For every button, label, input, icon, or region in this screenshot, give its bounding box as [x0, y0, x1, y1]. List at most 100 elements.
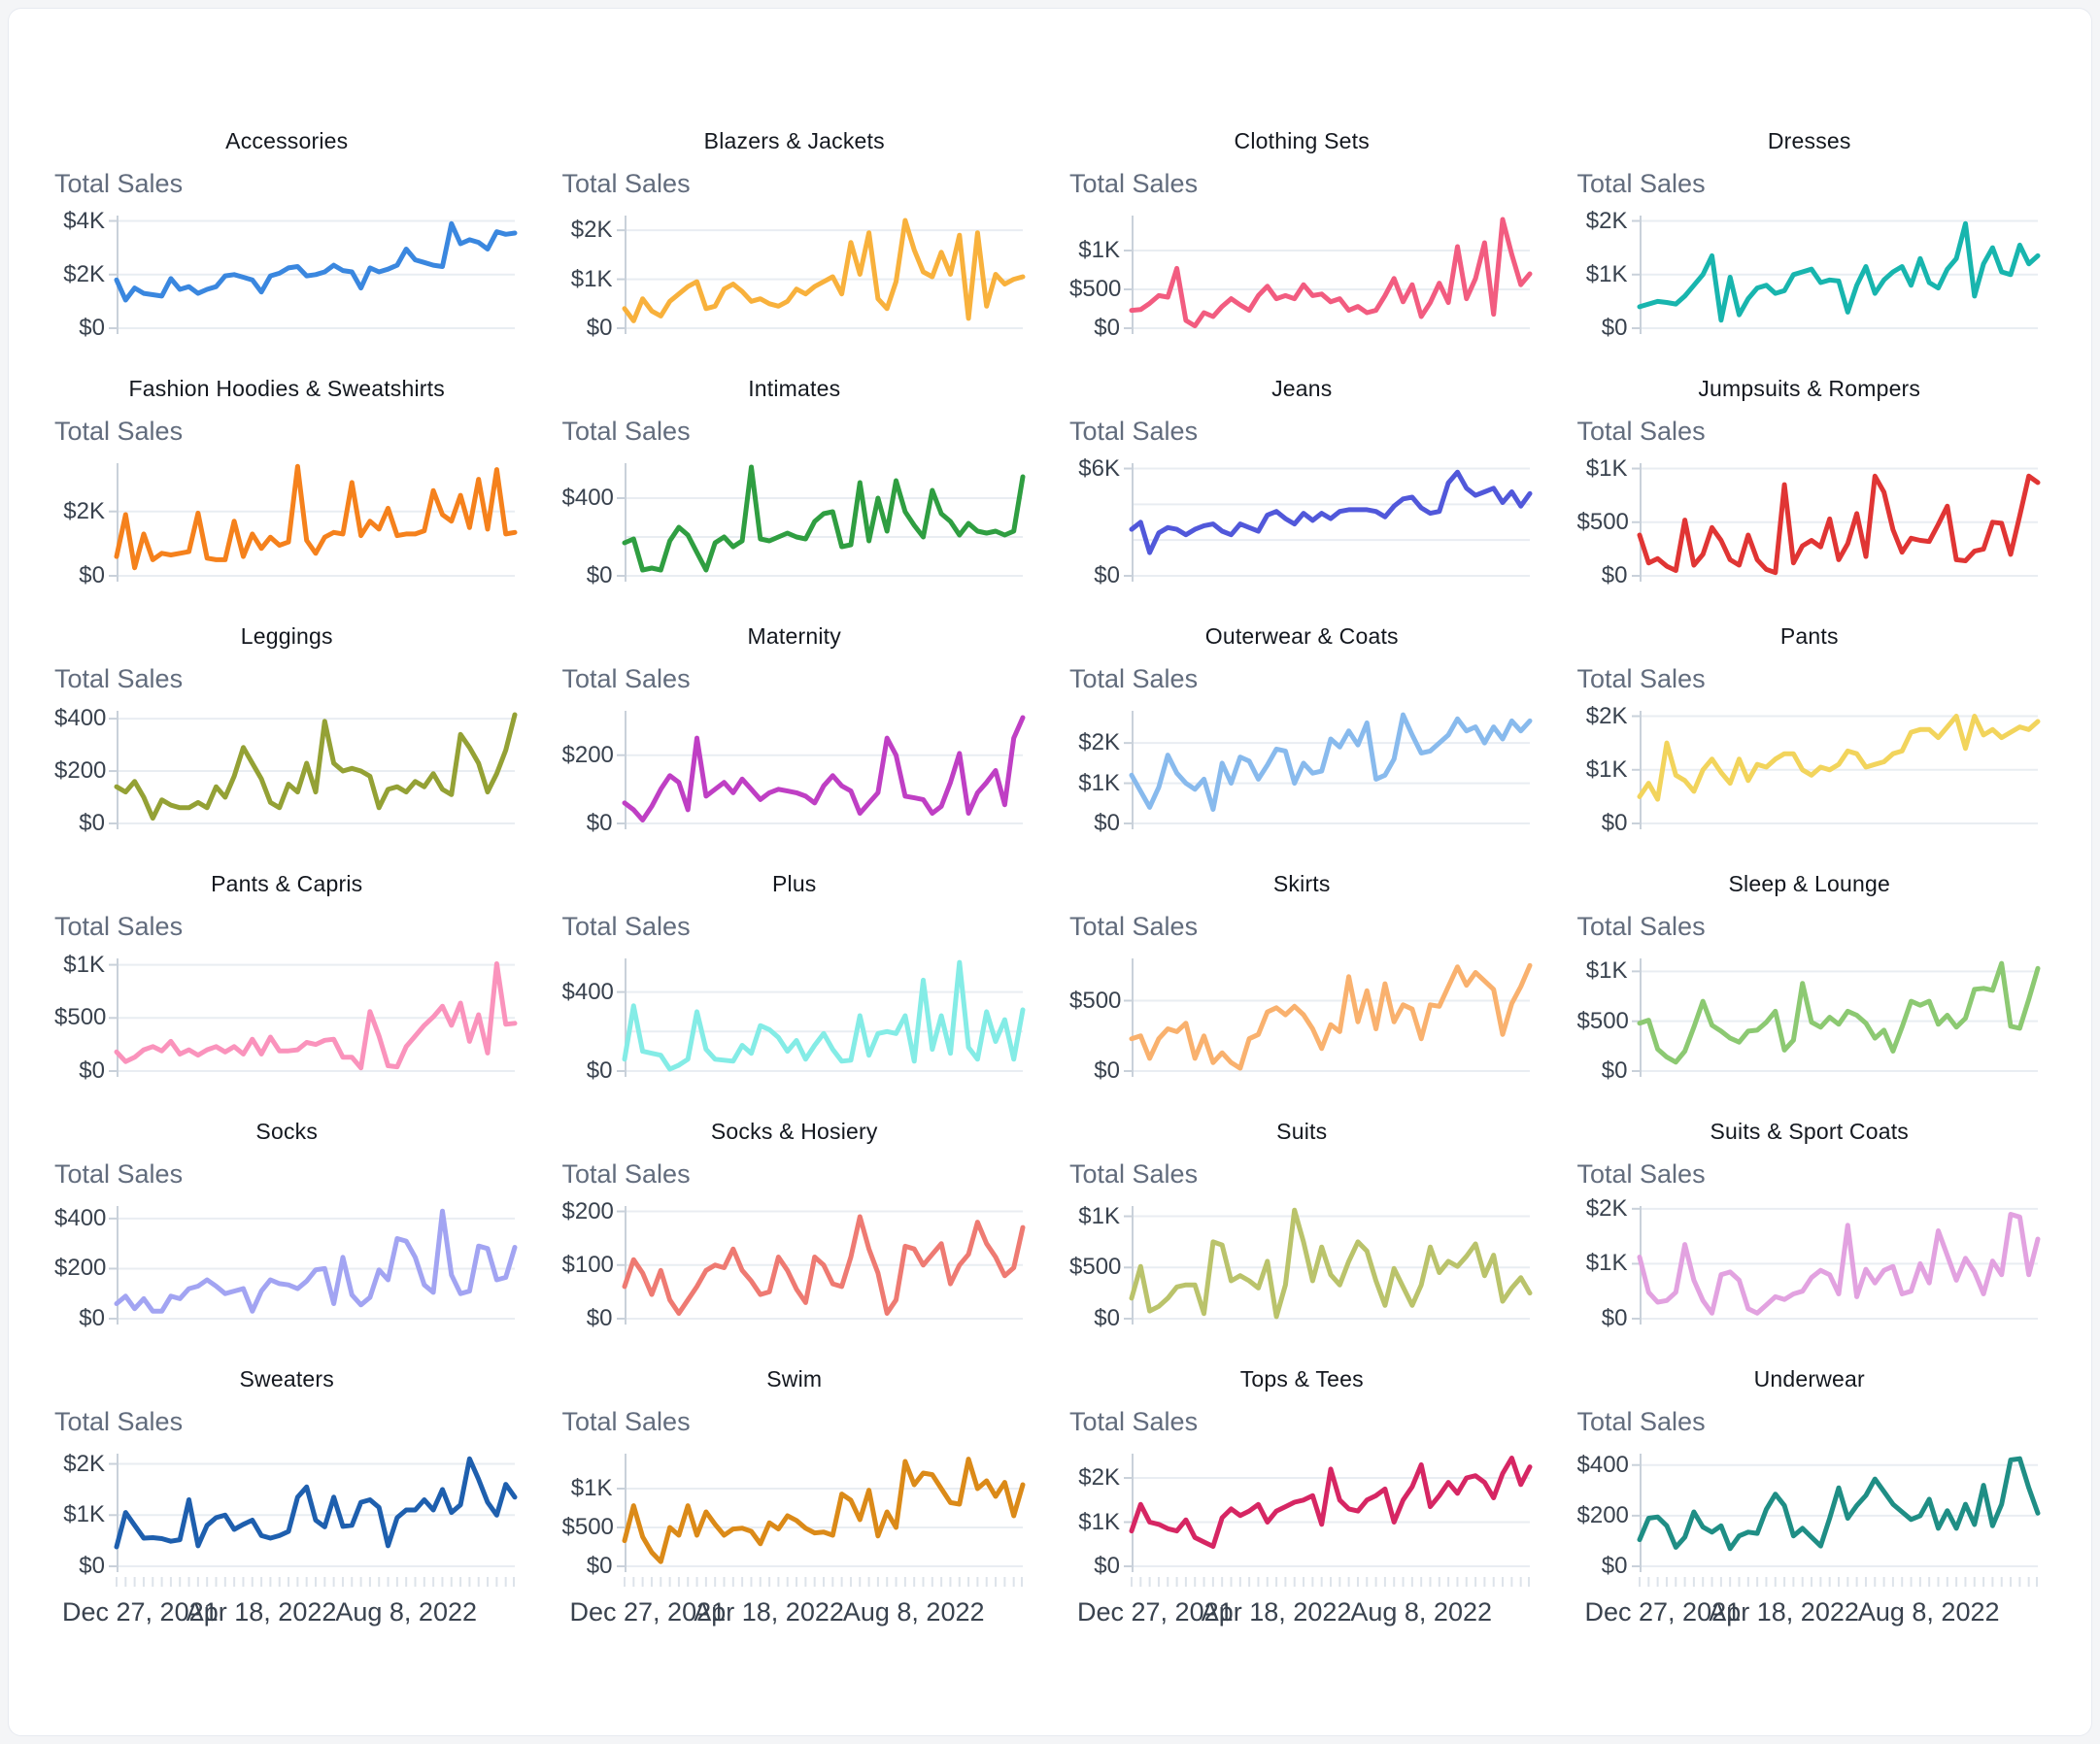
line-chart[interactable] [1631, 214, 2040, 338]
chart-title: Skirts [1272, 871, 1331, 896]
series-line [1129, 1207, 1533, 1320]
chart-title: Pants [1779, 623, 1839, 649]
y-tick-label: $0 [586, 315, 613, 341]
y-tick-label: $2K [63, 497, 105, 524]
line-chart[interactable] [1124, 1452, 1533, 1576]
line-chart[interactable] [1631, 709, 2040, 833]
series-line [1637, 473, 2040, 576]
chart-title: Outerwear & Coats [1204, 623, 1399, 649]
line-chart[interactable] [616, 214, 1025, 338]
chart-cell-underwear: Underwear Total Sales $0 $200 $400 Dec 27, 20… [1577, 1355, 2085, 1685]
line-chart[interactable] [1124, 709, 1533, 833]
y-axis-title: Total Sales [1576, 1159, 1706, 1189]
y-tick-label: $0 [79, 315, 105, 341]
chart-cell-fashion-hoodies-sweatshirts: Fashion Hoodies & Sweatshirts Total Sales… [54, 364, 562, 612]
series-line [622, 1214, 1025, 1316]
y-tick-label: $2K [1585, 207, 1628, 234]
chart-title: Jumpsuits & Rompers [1698, 376, 1921, 401]
y-tick-label: $400 [54, 1204, 107, 1231]
chart-title: Maternity [747, 623, 841, 649]
chart-cell-sleep-lounge: Sleep & Lounge Total Sales $0 $500 $1K [1577, 859, 2085, 1107]
line-chart[interactable] [1124, 461, 1533, 586]
chart-cell-intimates: Intimates Total Sales $0 $400 [562, 364, 1070, 612]
x-tick-label: Apr 18, 2022 [1709, 1597, 1859, 1627]
y-tick-label: $400 [561, 978, 614, 1005]
y-tick-label: $1K [1078, 237, 1120, 263]
y-tick-label: $1K [63, 1501, 105, 1528]
y-tick-label: $200 [561, 741, 614, 768]
line-chart[interactable] [616, 709, 1025, 833]
series-line [622, 1457, 1025, 1564]
x-tick-label: Aug 8, 2022 [1857, 1597, 2000, 1627]
line-chart[interactable] [109, 1452, 518, 1576]
x-tick-label: Aug 8, 2022 [842, 1597, 985, 1627]
line-chart[interactable] [109, 709, 518, 833]
y-axis-title: Total Sales [1576, 169, 1706, 198]
series-line [622, 715, 1025, 822]
chart-title: Accessories [225, 128, 349, 153]
y-tick-label: $400 [1576, 1451, 1629, 1478]
y-tick-label: $0 [1601, 1057, 1628, 1084]
line-chart[interactable] [616, 956, 1025, 1081]
y-tick-label: $0 [1094, 315, 1120, 341]
y-axis-title: Total Sales [1069, 1159, 1199, 1189]
y-tick-label: $1K [1585, 755, 1628, 783]
series-line [1637, 714, 2040, 802]
line-chart[interactable] [1631, 1452, 2040, 1576]
x-tick-label: Aug 8, 2022 [1350, 1597, 1493, 1627]
line-chart[interactable] [109, 956, 518, 1081]
chart-title: Pants & Capris [211, 871, 363, 896]
line-chart[interactable] [1631, 1204, 2040, 1328]
x-axis-tick-strip [116, 1577, 515, 1587]
line-chart[interactable] [109, 214, 518, 338]
chart-cell-socks-hosiery: Socks & Hosiery Total Sales $0 $100 $200 [562, 1107, 1070, 1355]
y-tick-label: $400 [54, 705, 107, 732]
y-tick-label: $0 [1601, 562, 1628, 588]
y-tick-label: $0 [586, 1305, 613, 1331]
line-chart[interactable] [616, 461, 1025, 586]
y-tick-label: $500 [1069, 1254, 1122, 1281]
y-tick-label: $1K [1078, 769, 1120, 796]
y-tick-label: $0 [586, 810, 613, 836]
series-line [1129, 1456, 1533, 1549]
line-chart[interactable] [1631, 956, 2040, 1081]
x-tick-label: Dec 27, 2021 [569, 1597, 727, 1627]
line-chart[interactable] [616, 1452, 1025, 1576]
y-tick-label: $0 [586, 562, 613, 588]
y-axis-title: Total Sales [561, 417, 691, 446]
dashboard-card [8, 8, 2092, 1736]
y-tick-label: $400 [561, 485, 614, 511]
y-tick-label: $500 [1576, 508, 1629, 535]
y-axis-title: Total Sales [54, 1159, 184, 1189]
y-tick-label: $500 [1576, 1007, 1629, 1034]
chart-title: Swim [766, 1366, 823, 1392]
line-chart[interactable] [1124, 1204, 1533, 1328]
line-chart[interactable] [1124, 214, 1533, 338]
line-chart[interactable] [1631, 461, 2040, 586]
chart-cell-pants: Pants Total Sales $0 $1K $2K [1577, 612, 2085, 859]
line-chart[interactable] [616, 1204, 1025, 1328]
chart-title: Tops & Tees [1239, 1366, 1364, 1392]
x-axis-tick-strip [1131, 1577, 1530, 1587]
y-axis-title: Total Sales [54, 912, 184, 941]
chart-cell-skirts: Skirts Total Sales $0 $500 [1069, 859, 1577, 1107]
y-tick-label: $100 [561, 1251, 614, 1278]
x-tick-label: Apr 18, 2022 [1201, 1597, 1352, 1627]
y-tick-label: $0 [79, 1057, 105, 1084]
y-tick-label: $2K [1585, 1194, 1628, 1222]
chart-cell-swim: Swim Total Sales $0 $500 $1K Dec 27, 2021 Apr … [562, 1355, 1070, 1685]
line-chart[interactable] [109, 1204, 518, 1328]
line-chart[interactable] [1124, 956, 1533, 1081]
y-tick-label: $0 [79, 1305, 105, 1331]
y-tick-label: $0 [1601, 810, 1628, 836]
series-line [114, 961, 518, 1071]
chart-title: Sweaters [239, 1366, 334, 1392]
series-line [622, 218, 1025, 323]
chart-title: Suits & Sport Coats [1710, 1119, 1909, 1144]
y-tick-label: $1K [1585, 957, 1628, 985]
y-tick-label: $0 [1601, 1553, 1628, 1579]
line-chart[interactable] [109, 461, 518, 586]
chart-cell-suits-sport-coats: Suits & Sport Coats Total Sales $0 $1K $2K [1577, 1107, 2085, 1355]
series-line [114, 1208, 518, 1314]
y-tick-label: $1K [1585, 1250, 1628, 1277]
